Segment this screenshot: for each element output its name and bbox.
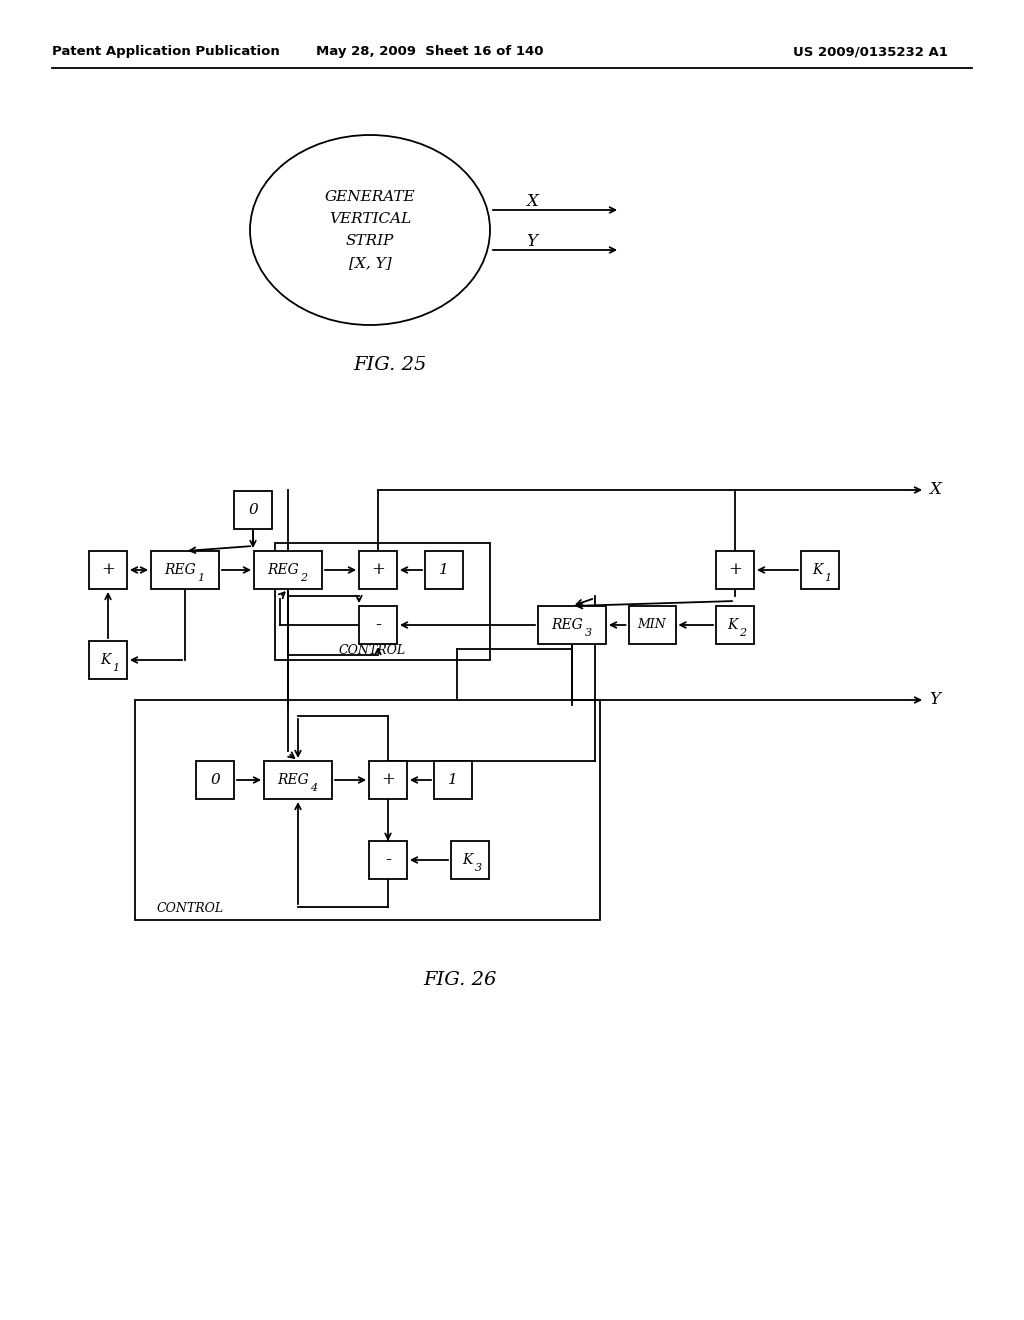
Text: +: + <box>371 561 385 578</box>
Text: 1: 1 <box>449 774 458 787</box>
Text: K: K <box>99 653 111 667</box>
Bar <box>451 841 489 879</box>
Text: 3: 3 <box>585 628 592 638</box>
Bar <box>275 543 490 660</box>
Text: K: K <box>727 618 737 632</box>
Text: FIG. 25: FIG. 25 <box>353 356 427 374</box>
Bar <box>801 550 839 589</box>
Text: -: - <box>375 616 381 634</box>
Text: REG: REG <box>551 618 583 632</box>
Bar <box>716 550 754 589</box>
Ellipse shape <box>250 135 490 325</box>
Bar <box>151 550 219 589</box>
Bar <box>89 642 127 678</box>
Text: 2: 2 <box>300 573 307 583</box>
Bar <box>89 550 127 589</box>
Text: Patent Application Publication: Patent Application Publication <box>52 45 280 58</box>
Text: [X, Y]: [X, Y] <box>348 256 391 271</box>
Text: 1: 1 <box>198 573 205 583</box>
Text: -: - <box>385 851 391 869</box>
Text: X: X <box>929 482 941 499</box>
Bar <box>264 762 332 799</box>
Text: US 2009/0135232 A1: US 2009/0135232 A1 <box>793 45 947 58</box>
Text: May 28, 2009  Sheet 16 of 140: May 28, 2009 Sheet 16 of 140 <box>316 45 544 58</box>
Bar <box>234 491 272 529</box>
Text: K: K <box>462 853 472 867</box>
Bar <box>359 550 397 589</box>
Text: +: + <box>728 561 742 578</box>
Bar <box>369 762 407 799</box>
Text: VERTICAL: VERTICAL <box>329 213 411 226</box>
Text: 0: 0 <box>248 503 258 517</box>
Bar <box>196 762 234 799</box>
Text: 4: 4 <box>310 783 317 793</box>
Text: K: K <box>812 564 822 577</box>
Text: Y: Y <box>930 692 940 709</box>
Text: STRIP: STRIP <box>346 234 394 248</box>
Text: REG: REG <box>267 564 299 577</box>
Text: +: + <box>101 561 115 578</box>
Bar <box>359 606 397 644</box>
Text: 2: 2 <box>739 628 746 638</box>
Text: 1: 1 <box>439 564 449 577</box>
Bar <box>425 550 463 589</box>
Bar <box>135 700 600 920</box>
Bar <box>434 762 472 799</box>
Text: MIN: MIN <box>638 619 667 631</box>
Text: GENERATE: GENERATE <box>325 190 416 205</box>
Bar <box>538 606 606 644</box>
Text: 1: 1 <box>113 663 120 673</box>
Text: REG: REG <box>278 774 309 787</box>
Text: +: + <box>381 771 395 788</box>
Text: 3: 3 <box>474 863 481 873</box>
Bar <box>254 550 322 589</box>
Text: CONTROL: CONTROL <box>339 644 407 656</box>
Text: FIG. 26: FIG. 26 <box>423 972 497 989</box>
Bar <box>716 606 754 644</box>
Text: CONTROL: CONTROL <box>157 902 223 915</box>
Text: Y: Y <box>526 234 538 251</box>
Text: X: X <box>526 194 538 210</box>
Bar <box>629 606 676 644</box>
Text: 0: 0 <box>210 774 220 787</box>
Text: 1: 1 <box>824 573 831 583</box>
Bar <box>369 841 407 879</box>
Text: REG: REG <box>164 564 196 577</box>
